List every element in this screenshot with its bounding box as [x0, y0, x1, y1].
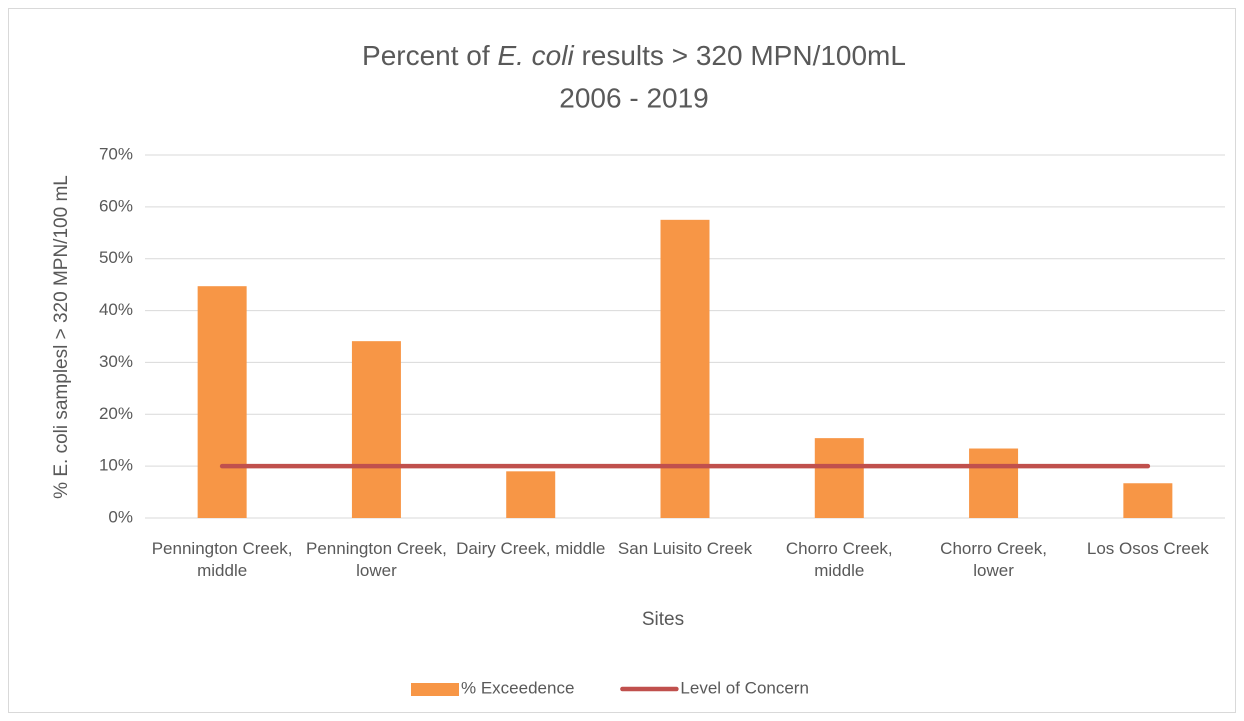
- y-tick-label: 10%: [99, 456, 133, 475]
- y-tick-label: 40%: [99, 300, 133, 319]
- bar: [814, 438, 864, 518]
- x-tick-label: Pennington Creek, middle: [151, 539, 293, 580]
- y-tick-label: 60%: [99, 196, 133, 215]
- x-axis-title: Sites: [642, 609, 684, 630]
- y-tick-label: 70%: [99, 144, 133, 163]
- x-tick-label: San Luisito Creek: [617, 539, 753, 558]
- bar: [506, 471, 556, 518]
- y-tick-label: 50%: [99, 248, 133, 267]
- bar: [1123, 483, 1173, 518]
- y-tick-label: 20%: [99, 404, 133, 423]
- x-tick-label: Los Osos Creek: [1086, 539, 1209, 558]
- chart-title: Percent of E. coli results > 320 MPN/100…: [362, 40, 906, 71]
- title-part: E. coli: [497, 40, 574, 71]
- y-tick-label: 0%: [108, 507, 133, 526]
- legend-label: % Exceedence: [461, 678, 574, 697]
- y-axis-title: % E. coli samplesl > 320 MPN/100 mL: [51, 175, 72, 499]
- legend-swatch: [411, 683, 459, 696]
- x-tick-label: Chorro Creek, lower: [940, 539, 1047, 580]
- x-tick-label: Chorro Creek, middle: [785, 539, 893, 580]
- bar: [197, 286, 247, 518]
- legend-label: Level of Concern: [680, 678, 809, 697]
- bar: [969, 448, 1019, 518]
- chart-border: [8, 8, 1236, 713]
- bar: [351, 341, 401, 518]
- chart-subtitle: 2006 - 2019: [559, 82, 708, 113]
- title-part: results > 320 MPN/100mL: [574, 40, 906, 71]
- title-part: Percent of: [362, 40, 497, 71]
- y-tick-label: 30%: [99, 352, 133, 371]
- x-tick-label: Pennington Creek, lower: [306, 539, 447, 580]
- x-tick-label: Dairy Creek, middle: [456, 539, 606, 558]
- bar: [660, 219, 710, 519]
